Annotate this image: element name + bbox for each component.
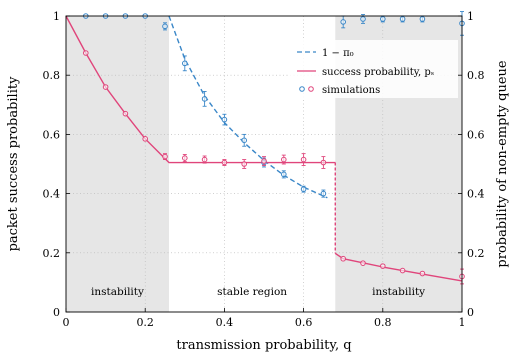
y-right-tick-label-2: 0.4 [467, 188, 485, 201]
legend-label-success: success probability, pₛ [322, 67, 434, 78]
series-line-success-left [65, 15, 336, 164]
sim-success-point-1 [102, 84, 109, 90]
y-left-tick-label-0: 0 [53, 306, 60, 319]
sim-queue-point-6 [201, 96, 208, 102]
sim-success-point-10 [281, 156, 287, 163]
sim-queue-point-12 [320, 190, 327, 197]
region-label-2: instability [372, 286, 425, 298]
y-right-tick-label-1: 0.2 [467, 247, 485, 260]
legend: 1 − π₀ success probability, pₛ simulatio… [290, 40, 458, 98]
sim-queue-point-16 [399, 16, 406, 22]
x-tick-label-0: 0 [63, 316, 70, 329]
legend-marker-success [308, 86, 314, 92]
sim-queue-point-15 [380, 16, 386, 22]
sim-success-point-3 [142, 136, 148, 142]
legend-label-queue: 1 − π₀ [322, 48, 354, 59]
sim-success-point-11 [300, 156, 307, 163]
shaded-region-0 [66, 16, 169, 312]
y-right-tick-label-0: 0 [467, 306, 474, 319]
sim-queue-point-17 [419, 16, 426, 22]
y-left-tick-label-5: 1 [53, 10, 60, 23]
sim-success-point-14 [360, 260, 366, 266]
y-right-tick-label-5: 1 [467, 10, 474, 23]
region-label-0: instability [91, 286, 144, 298]
region-label-1: stable region [217, 286, 287, 298]
y-right-tick-label-4: 0.8 [467, 69, 485, 82]
plot-frame [65, 15, 463, 313]
y-left-tick-label-1: 0.2 [43, 247, 61, 260]
y-axis-title-left: packet success probability [6, 76, 21, 252]
sim-success-point-4 [162, 153, 168, 160]
sim-success-point-12 [320, 159, 327, 166]
y-right-tick-label-3: 0.6 [467, 128, 485, 141]
region-labels: instability stable region instability [91, 286, 425, 298]
sim-queue-point-11 [300, 186, 307, 192]
sim-success-point-15 [380, 263, 386, 269]
sim-success-point-13 [340, 255, 347, 262]
sim-queue-point-5 [182, 60, 188, 67]
sim-success-point-2 [122, 110, 129, 117]
legend-marker-queue [299, 86, 305, 92]
sim-success-point-16 [399, 267, 406, 274]
y-left-tick-label-4: 0.8 [43, 69, 61, 82]
sim-success-point-9 [261, 158, 267, 164]
y-left-tick-label-2: 0.4 [43, 188, 61, 201]
sim-queue-point-13 [340, 19, 347, 25]
x-tick-label-4: 0.8 [374, 316, 392, 329]
x-tick-label-5: 1 [459, 316, 466, 329]
sim-queue-point-7 [221, 116, 228, 123]
sim-queue-point-8 [241, 137, 247, 144]
x-axis-title: transmission probability, q [176, 338, 351, 353]
x-tick-label-3: 0.6 [295, 316, 313, 329]
sim-success-point-0 [83, 50, 89, 56]
series-line-queue [168, 15, 328, 199]
legend-label-simulations: simulations [322, 85, 380, 96]
sim-success-point-17 [419, 270, 426, 277]
sim-queue-point-14 [360, 16, 366, 22]
sim-queue-point-10 [281, 171, 287, 178]
sim-queue-point-4 [162, 23, 168, 30]
y-left-tick-label-3: 0.6 [43, 128, 61, 141]
legend-box [290, 40, 458, 98]
axes: 00 00.20.2 0.20.40.4 0.40.60.6 0.60.80.8 0.81… [43, 10, 485, 329]
sim-success-point-8 [241, 161, 247, 167]
y-axis-title-right: probability of non-empty queue [495, 60, 510, 267]
sim-success-point-7 [221, 159, 228, 166]
sim-success-point-5 [182, 155, 188, 161]
x-tick-label-1: 0.2 [136, 316, 154, 329]
sim-success-point-6 [201, 156, 208, 163]
x-tick-label-2: 0.4 [216, 316, 234, 329]
